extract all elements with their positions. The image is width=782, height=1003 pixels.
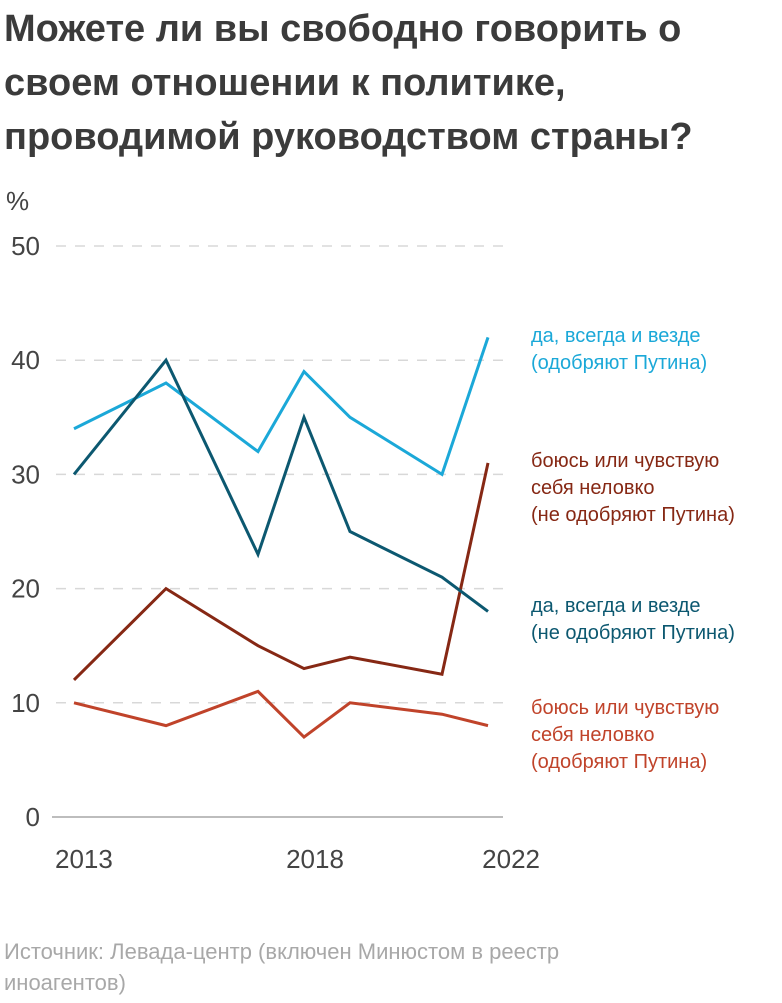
x-tick-label: 2022 <box>482 844 540 874</box>
x-tick-label: 2013 <box>55 844 113 874</box>
y-tick-label: 40 <box>11 345 40 375</box>
series-line <box>72 462 490 682</box>
legend-label: да, всегда и везде <box>531 595 701 617</box>
legend-label: себя неловко <box>531 477 655 499</box>
legend-label: боюсь или чувствую <box>531 697 719 719</box>
y-tick-label: 50 <box>11 231 40 261</box>
legend-label: (одобряют Путина) <box>531 352 707 374</box>
y-axis-label: % <box>6 186 29 216</box>
y-tick-label: 0 <box>26 802 40 832</box>
legend-label: (не одобряют Путина) <box>531 622 735 644</box>
legend-label: да, всегда и везде <box>531 325 701 347</box>
legend-label: боюсь или чувствую <box>531 450 719 472</box>
source-note: Источник: Левада-центр (включен Минюстом… <box>4 939 560 995</box>
y-tick-label: 30 <box>11 459 40 489</box>
legend-label: (не одобряют Путина) <box>531 504 735 526</box>
series-line <box>73 336 490 477</box>
legend-label: (одобряют Путина) <box>531 751 707 773</box>
series-line <box>73 689 489 740</box>
legend-label: себя неловко <box>531 724 655 746</box>
x-tick-label: 2018 <box>286 844 344 874</box>
y-tick-label: 20 <box>11 574 40 604</box>
series-line <box>72 357 489 613</box>
line-chart: % 0 10 20 30 40 50 2013 2018 2022 да, всегда и вез… <box>6 186 735 874</box>
y-tick-label: 10 <box>11 688 40 718</box>
chart-title: Можете ли вы свободно говорить о своем о… <box>4 8 693 158</box>
